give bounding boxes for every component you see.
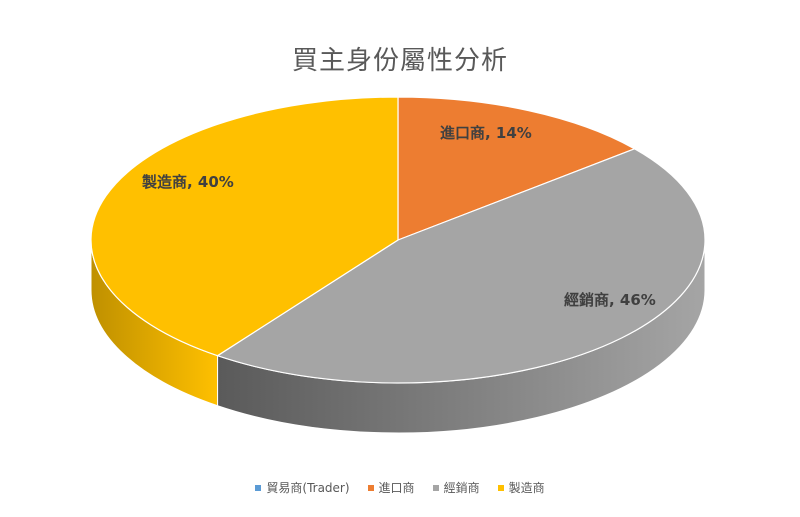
legend-swatch-distributor	[432, 484, 439, 491]
pie-slice-importer	[397, 96, 636, 241]
legend-item-distributor: 經銷商	[432, 479, 480, 496]
data-label-distributor: 經銷商, 46%	[564, 291, 656, 309]
chart-title: 買主身份屬性分析	[291, 46, 508, 76]
legend-item-trader: 貿易商(Trader)	[255, 479, 350, 496]
legend-label-trader: 貿易商(Trader)	[266, 481, 350, 495]
chart-legend: 貿易商(Trader) 進口商 經銷商 製造商	[0, 479, 800, 496]
legend-swatch-trader	[255, 484, 262, 491]
legend-label-importer: 進口商	[378, 481, 415, 495]
pie-slice-manufacturer	[90, 96, 399, 357]
legend-label-manufacturer: 製造商	[508, 481, 545, 495]
data-label-manufacturer: 製造商, 40%	[142, 173, 234, 191]
legend-swatch-manufacturer	[497, 484, 504, 491]
legend-swatch-importer	[367, 484, 374, 491]
pie-slice-distributor	[216, 148, 706, 384]
legend-item-manufacturer: 製造商	[497, 479, 545, 496]
legend-item-importer: 進口商	[367, 479, 415, 496]
data-label-importer: 進口商, 14%	[440, 124, 532, 142]
legend-label-distributor: 經銷商	[443, 481, 480, 495]
